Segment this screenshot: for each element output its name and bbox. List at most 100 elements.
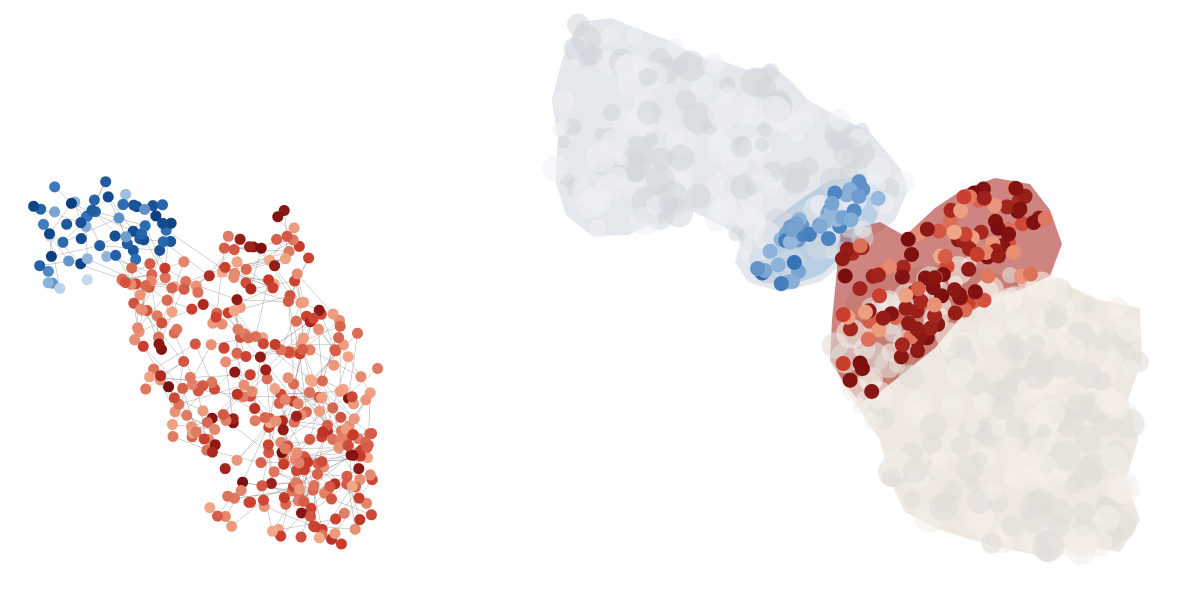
surface-texture-patch — [902, 459, 927, 484]
network-node-red — [161, 294, 173, 306]
surface-texture-patch — [1074, 425, 1102, 453]
network-node-red — [140, 280, 152, 292]
network-node-red — [240, 351, 252, 362]
network-node-red — [361, 442, 373, 453]
network-node-red — [326, 493, 337, 505]
network-node-red — [316, 392, 328, 404]
embedding-node-blue — [843, 212, 859, 228]
surface-texture-patch — [636, 100, 662, 125]
embedding-node-red — [980, 268, 996, 284]
network-node-red — [178, 256, 190, 268]
network-node-red — [317, 426, 329, 438]
embedding-node-blue — [812, 218, 828, 234]
network-node-red — [168, 392, 180, 404]
embedding-node-red — [898, 287, 914, 303]
network-node-red — [189, 338, 201, 350]
embedding-node-red — [852, 238, 868, 254]
surface-texture-patch — [1005, 416, 1027, 439]
surface-texture-patch — [736, 108, 754, 127]
network-node-blue — [120, 188, 132, 200]
surface-texture-patch — [1120, 359, 1140, 379]
network-node-red — [171, 323, 183, 335]
network-node-red — [296, 507, 307, 519]
network-node-red — [135, 303, 147, 315]
network-node-blue — [49, 181, 61, 193]
surface-texture-patch — [1044, 309, 1065, 330]
network-node-red — [261, 373, 273, 385]
network-node-red — [255, 242, 267, 254]
surface-texture-patch — [615, 53, 644, 81]
surface-texture-patch — [1101, 391, 1130, 420]
surface-texture-patch — [977, 320, 1004, 347]
embedding-node-red — [852, 281, 868, 297]
surface-texture-patch — [675, 89, 697, 111]
network-node-red — [235, 485, 247, 496]
network-node-red — [249, 415, 261, 427]
network-node-red — [245, 283, 257, 295]
network-node-red — [218, 242, 230, 254]
network-node-red — [278, 458, 290, 470]
surface-texture-patch — [557, 135, 570, 149]
network-node-red — [330, 513, 342, 525]
embedding-node-red — [860, 331, 876, 347]
network-node-blue — [113, 212, 125, 224]
network-node-blue — [147, 200, 159, 212]
network-node-red — [237, 476, 249, 488]
network-node-red — [243, 496, 255, 508]
surface-texture-patch — [671, 57, 689, 75]
network-node-red — [222, 230, 234, 242]
network-node-red — [206, 376, 218, 388]
surface-texture-patch — [1007, 339, 1029, 362]
embedding-node-red — [947, 282, 963, 298]
network-node-red — [298, 296, 310, 308]
embedding-node-red — [910, 281, 926, 297]
embedding-node-red — [835, 307, 851, 323]
network-node-red — [341, 470, 353, 482]
surface-texture-patch — [1116, 317, 1142, 342]
embedding-surface — [542, 13, 1150, 565]
network-node-red — [338, 507, 350, 519]
network-node-red — [305, 510, 316, 522]
network-node-red — [254, 351, 266, 363]
network-node-red — [244, 241, 255, 253]
network-node-blue — [49, 206, 61, 218]
embedding-node-red — [893, 349, 909, 365]
surface-texture-patch — [964, 418, 980, 434]
network-node-blue — [65, 197, 77, 209]
surface-texture-patch — [690, 74, 714, 98]
network-node-red — [292, 398, 304, 410]
network-node-red — [279, 253, 291, 265]
network-node-blue — [157, 217, 169, 229]
network-node-red — [186, 303, 198, 315]
network-node-red — [342, 440, 354, 452]
surface-texture-patch — [781, 167, 809, 195]
network-node-red — [347, 429, 359, 441]
network-node-red — [197, 380, 209, 392]
network-node-red — [192, 286, 204, 298]
network-node-blue — [42, 277, 54, 289]
network-node-red — [354, 514, 366, 526]
network-node-red — [212, 510, 223, 522]
surface-texture-patch — [730, 136, 753, 158]
network-node-red — [266, 525, 278, 537]
surface-texture-patch — [1028, 435, 1051, 458]
network-node-red — [328, 359, 340, 371]
surface-texture-patch — [670, 132, 684, 146]
network-node-red — [163, 381, 175, 393]
network-node-blue — [102, 191, 114, 203]
network-node-red — [334, 320, 346, 332]
network-node-red — [219, 511, 231, 522]
network-node-red — [372, 363, 384, 374]
network-node-red — [198, 433, 210, 445]
network-node-red — [279, 443, 291, 455]
network-node-red — [231, 347, 243, 359]
embedding-node-red — [864, 384, 880, 399]
embedding-node-blue — [786, 255, 802, 270]
surface-texture-patch — [898, 364, 924, 390]
network-nodes — [28, 176, 384, 550]
surface-texture-patch — [1079, 535, 1099, 555]
embedding-node-blue — [784, 274, 800, 290]
surface-texture-patch — [740, 67, 771, 98]
network-node-red — [205, 339, 217, 351]
embedding-node-blue — [801, 226, 817, 242]
